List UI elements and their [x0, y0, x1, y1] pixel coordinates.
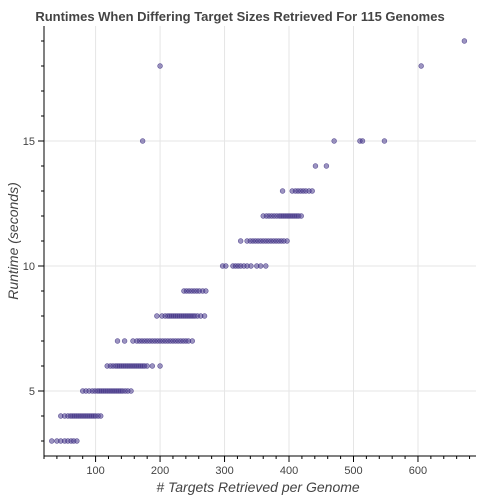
- y-tick-label: 15: [23, 136, 35, 148]
- data-point: [331, 138, 337, 144]
- data-point: [121, 338, 128, 344]
- data-point: [201, 313, 208, 319]
- y-tick-label: 10: [23, 261, 35, 273]
- data-points: [49, 38, 468, 444]
- data-point: [312, 163, 319, 169]
- data-point: [139, 138, 146, 144]
- data-point: [203, 288, 209, 294]
- data-point: [461, 38, 468, 44]
- data-point: [257, 263, 264, 269]
- data-point: [74, 438, 80, 444]
- x-tick-label: 300: [215, 465, 233, 477]
- data-point: [309, 188, 315, 194]
- data-point: [298, 213, 304, 219]
- data-point: [381, 138, 388, 144]
- data-point: [279, 188, 286, 194]
- data-point: [237, 238, 244, 244]
- x-axis-label: # Targets Retrieved per Genome: [156, 479, 360, 495]
- y-tick-label: 5: [29, 386, 35, 398]
- y-ticks: 5 10 15: [23, 40, 44, 442]
- data-point: [49, 438, 55, 444]
- data-point: [223, 263, 229, 269]
- data-point: [284, 238, 290, 244]
- data-point: [144, 363, 150, 369]
- data-point: [248, 263, 254, 269]
- x-tick-label: 600: [409, 465, 427, 477]
- data-point: [418, 63, 424, 69]
- chart-title: Runtimes When Differing Target Sizes Ret…: [35, 9, 444, 24]
- x-tick-label: 400: [280, 465, 298, 477]
- data-point: [114, 338, 121, 344]
- data-point: [149, 363, 156, 369]
- x-ticks: 100 200 300 400 500 600: [43, 456, 471, 477]
- x-tick-label: 100: [86, 465, 104, 477]
- data-point: [189, 338, 195, 344]
- y-axis-label: Runtime (seconds): [5, 182, 21, 300]
- data-point: [154, 313, 160, 319]
- data-point: [359, 138, 366, 144]
- data-point: [157, 363, 163, 369]
- x-tick-label: 500: [344, 465, 362, 477]
- data-point: [157, 63, 163, 69]
- data-point: [323, 163, 330, 169]
- data-point: [128, 388, 134, 394]
- data-point: [263, 263, 269, 269]
- data-point: [98, 413, 104, 419]
- grid: [44, 26, 476, 456]
- x-tick-label: 200: [151, 465, 169, 477]
